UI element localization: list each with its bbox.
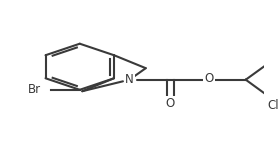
Text: Cl: Cl bbox=[267, 99, 279, 112]
Text: N: N bbox=[125, 73, 134, 86]
Text: Br: Br bbox=[28, 83, 41, 96]
Text: O: O bbox=[204, 72, 213, 85]
Text: O: O bbox=[165, 97, 175, 110]
